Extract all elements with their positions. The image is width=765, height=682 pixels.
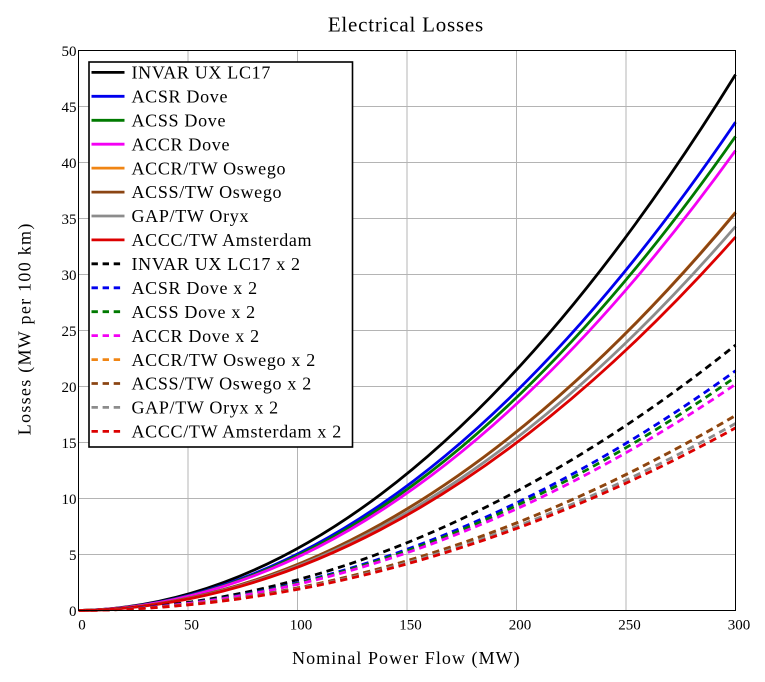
svg-text:ACCR/TW Oswego x 2: ACCR/TW Oswego x 2	[132, 350, 316, 370]
svg-text:10: 10	[62, 492, 77, 508]
svg-text:ACSS Dove x 2: ACSS Dove x 2	[132, 302, 256, 322]
svg-text:ACSS Dove: ACSS Dove	[132, 111, 227, 131]
svg-text:INVAR UX LC17 x 2: INVAR UX LC17 x 2	[132, 254, 301, 274]
svg-text:0: 0	[69, 604, 77, 620]
svg-text:150: 150	[399, 617, 422, 633]
svg-text:15: 15	[62, 436, 77, 452]
svg-text:100: 100	[290, 617, 313, 633]
svg-text:ACCR/TW Oswego: ACCR/TW Oswego	[132, 158, 287, 178]
svg-text:ACSS/TW Oswego: ACSS/TW Oswego	[132, 182, 283, 202]
svg-text:40: 40	[62, 156, 77, 172]
svg-text:25: 25	[62, 324, 77, 340]
svg-text:300: 300	[728, 617, 751, 633]
svg-text:ACSR Dove x 2: ACSR Dove x 2	[132, 278, 258, 298]
svg-text:ACSR Dove: ACSR Dove	[132, 87, 229, 107]
svg-text:GAP/TW Oryx: GAP/TW Oryx	[132, 206, 250, 226]
svg-text:ACSS/TW Oswego x 2: ACSS/TW Oswego x 2	[132, 374, 312, 394]
svg-text:INVAR UX LC17: INVAR UX LC17	[132, 63, 272, 83]
svg-text:50: 50	[62, 44, 77, 60]
svg-text:35: 35	[62, 212, 77, 228]
svg-text:ACCC/TW Amsterdam: ACCC/TW Amsterdam	[132, 230, 313, 250]
svg-text:Electrical Losses: Electrical Losses	[328, 13, 484, 37]
svg-text:50: 50	[184, 617, 199, 633]
svg-text:250: 250	[618, 617, 641, 633]
svg-text:ACCC/TW Amsterdam x 2: ACCC/TW Amsterdam x 2	[132, 422, 342, 442]
svg-text:20: 20	[62, 380, 77, 396]
svg-text:Losses (MW per 100 km): Losses (MW per 100 km)	[15, 222, 36, 435]
svg-text:ACCR Dove: ACCR Dove	[132, 134, 231, 154]
svg-text:0: 0	[78, 617, 86, 633]
svg-text:5: 5	[69, 548, 77, 564]
svg-text:ACCR Dove x 2: ACCR Dove x 2	[132, 326, 260, 346]
svg-text:GAP/TW Oryx x 2: GAP/TW Oryx x 2	[132, 398, 279, 418]
svg-text:200: 200	[509, 617, 532, 633]
svg-text:30: 30	[62, 268, 77, 284]
svg-text:45: 45	[62, 100, 77, 116]
svg-text:Nominal Power Flow (MW): Nominal Power Flow (MW)	[292, 648, 521, 669]
